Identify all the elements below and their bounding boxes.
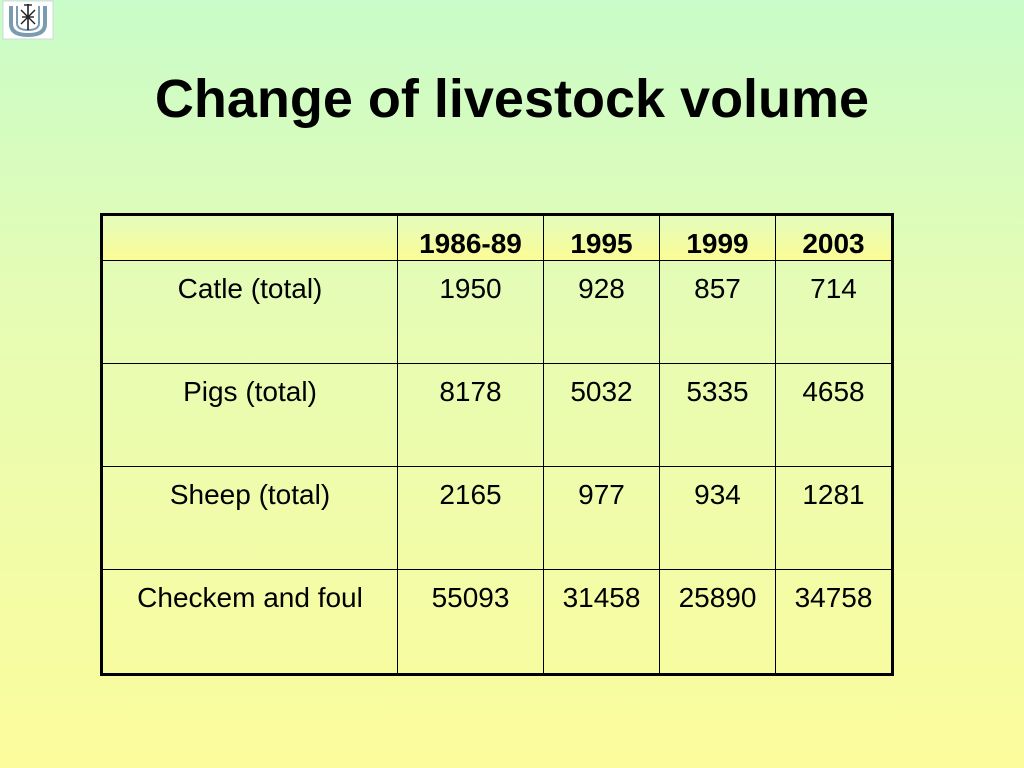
table-cell: 5335 <box>659 362 776 467</box>
table-cell: 977 <box>543 465 660 570</box>
table-row: Sheep (total) 2165 977 934 1281 <box>101 465 893 570</box>
table-cell: 857 <box>659 260 776 364</box>
header-cell-1995: 1995 <box>543 214 660 261</box>
header-cell-2003: 2003 <box>775 214 893 261</box>
table-cell: 31458 <box>543 568 660 676</box>
table-cell: 934 <box>659 465 776 570</box>
table-cell: 1950 <box>397 260 544 364</box>
header-cell-1986-89: 1986-89 <box>397 214 544 261</box>
row-label: Catle (total) <box>101 260 398 364</box>
table-cell: 5032 <box>543 362 660 467</box>
table-row: Pigs (total) 8178 5032 5335 4658 <box>101 362 893 467</box>
table-row: Checkem and foul 55093 31458 25890 34758 <box>101 568 893 676</box>
table-cell: 55093 <box>397 568 544 676</box>
livestock-table-container: 1986-89 1995 1999 2003 Catle (total) 195… <box>100 213 894 676</box>
table-cell: 25890 <box>659 568 776 676</box>
table-cell: 1281 <box>775 465 893 570</box>
table-cell: 2165 <box>397 465 544 570</box>
table-cell: 714 <box>775 260 893 364</box>
row-label: Checkem and foul <box>101 568 398 676</box>
livestock-table: 1986-89 1995 1999 2003 Catle (total) 195… <box>100 213 894 676</box>
table-header-row: 1986-89 1995 1999 2003 <box>101 214 893 261</box>
header-cell-1999: 1999 <box>659 214 776 261</box>
header-cell-empty <box>101 214 398 261</box>
table-cell: 4658 <box>775 362 893 467</box>
table-cell: 34758 <box>775 568 893 676</box>
table-cell: 8178 <box>397 362 544 467</box>
row-label: Pigs (total) <box>101 362 398 467</box>
row-label: Sheep (total) <box>101 465 398 570</box>
university-emblem-icon <box>2 0 54 40</box>
table-row: Catle (total) 1950 928 857 714 <box>101 260 893 364</box>
table-cell: 928 <box>543 260 660 364</box>
slide-title: Change of livestock volume <box>154 69 870 129</box>
